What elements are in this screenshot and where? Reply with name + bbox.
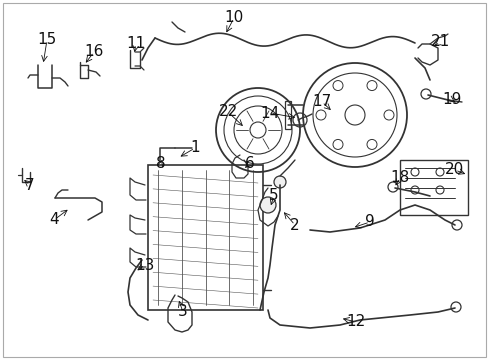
- Circle shape: [260, 197, 275, 213]
- Text: 10: 10: [224, 10, 243, 26]
- Text: 22: 22: [218, 104, 237, 120]
- Text: 20: 20: [445, 162, 464, 177]
- Text: 5: 5: [268, 189, 278, 203]
- Text: 21: 21: [429, 35, 448, 49]
- Text: 18: 18: [389, 171, 409, 185]
- Text: 14: 14: [260, 105, 279, 121]
- Bar: [399, 160, 467, 215]
- Text: 8: 8: [156, 156, 165, 171]
- Text: 11: 11: [126, 36, 145, 51]
- Text: 15: 15: [37, 32, 57, 48]
- Text: 4: 4: [49, 212, 59, 228]
- Text: 17: 17: [312, 94, 331, 109]
- Circle shape: [273, 176, 285, 188]
- Bar: [148, 165, 263, 310]
- Text: 1: 1: [190, 140, 200, 156]
- Text: 9: 9: [365, 215, 374, 230]
- Bar: [285, 101, 290, 129]
- Text: 12: 12: [346, 315, 365, 329]
- Text: 19: 19: [442, 93, 461, 108]
- Text: 3: 3: [178, 305, 187, 320]
- Text: 16: 16: [84, 45, 103, 59]
- Text: 13: 13: [135, 257, 154, 273]
- Text: 7: 7: [25, 177, 35, 193]
- Text: 2: 2: [289, 217, 299, 233]
- Text: 6: 6: [244, 156, 254, 171]
